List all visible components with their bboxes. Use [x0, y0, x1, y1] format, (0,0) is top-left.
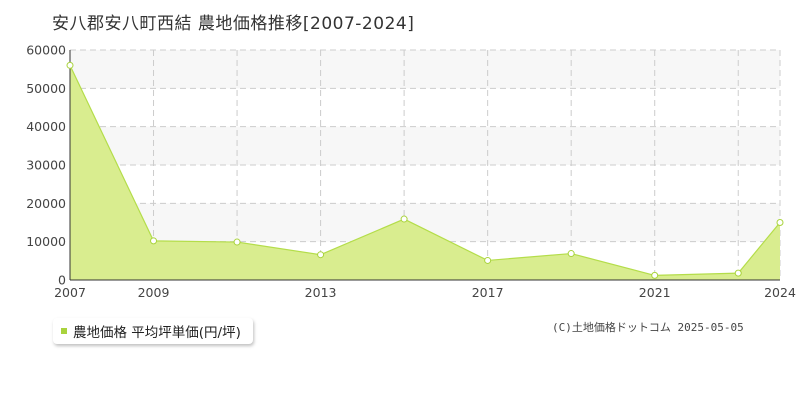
- background-bands: [70, 50, 780, 242]
- x-tick-labels: 2007 2009 2013 2017 2021 2024: [54, 285, 796, 300]
- y-tick-label: 60000: [26, 43, 66, 58]
- data-point: [567, 250, 575, 258]
- chart-title: 安八郡安八町西結 農地価格推移[2007-2024]: [52, 14, 415, 34]
- y-tick-label: 10000: [26, 234, 66, 249]
- data-point: [66, 61, 74, 69]
- x-tick-label: 2024: [764, 285, 796, 300]
- data-point: [776, 219, 784, 226]
- data-point: [233, 238, 241, 246]
- data-point: [651, 271, 659, 279]
- data-point: [150, 237, 158, 245]
- grid-band: [70, 50, 780, 89]
- data-points: [66, 61, 784, 279]
- x-tick-label: 2021: [639, 285, 671, 300]
- legend: 農地価格 平均坪単価(円/坪): [53, 318, 253, 344]
- data-point: [317, 251, 325, 259]
- y-tick-label: 20000: [26, 196, 66, 211]
- y-tick-label: 30000: [26, 158, 66, 173]
- series-area: [69, 65, 781, 280]
- series-line: [69, 65, 781, 277]
- copyright-text: (C)土地価格ドットコム 2025-05-05: [552, 321, 744, 334]
- series-fill: [70, 65, 780, 280]
- y-tick-label: 0: [58, 273, 66, 288]
- y-tick-label: 40000: [26, 119, 66, 134]
- axes: [69, 50, 780, 281]
- x-tick-label: 2007: [54, 285, 86, 300]
- grid-lines: [70, 49, 781, 280]
- legend-label: 農地価格 平均坪単価(円/坪): [73, 325, 241, 341]
- x-tick-label: 2013: [305, 285, 337, 300]
- x-tick-label: 2017: [472, 285, 504, 300]
- data-point: [484, 256, 492, 264]
- x-tick-label: 2009: [138, 285, 170, 300]
- data-point: [734, 269, 742, 277]
- y-tick-labels: 0 10000 20000 30000 40000 50000 60000: [26, 43, 66, 288]
- grid-band: [70, 126, 780, 165]
- legend-marker: [61, 328, 67, 334]
- y-tick-label: 50000: [26, 81, 66, 96]
- data-point: [400, 215, 408, 223]
